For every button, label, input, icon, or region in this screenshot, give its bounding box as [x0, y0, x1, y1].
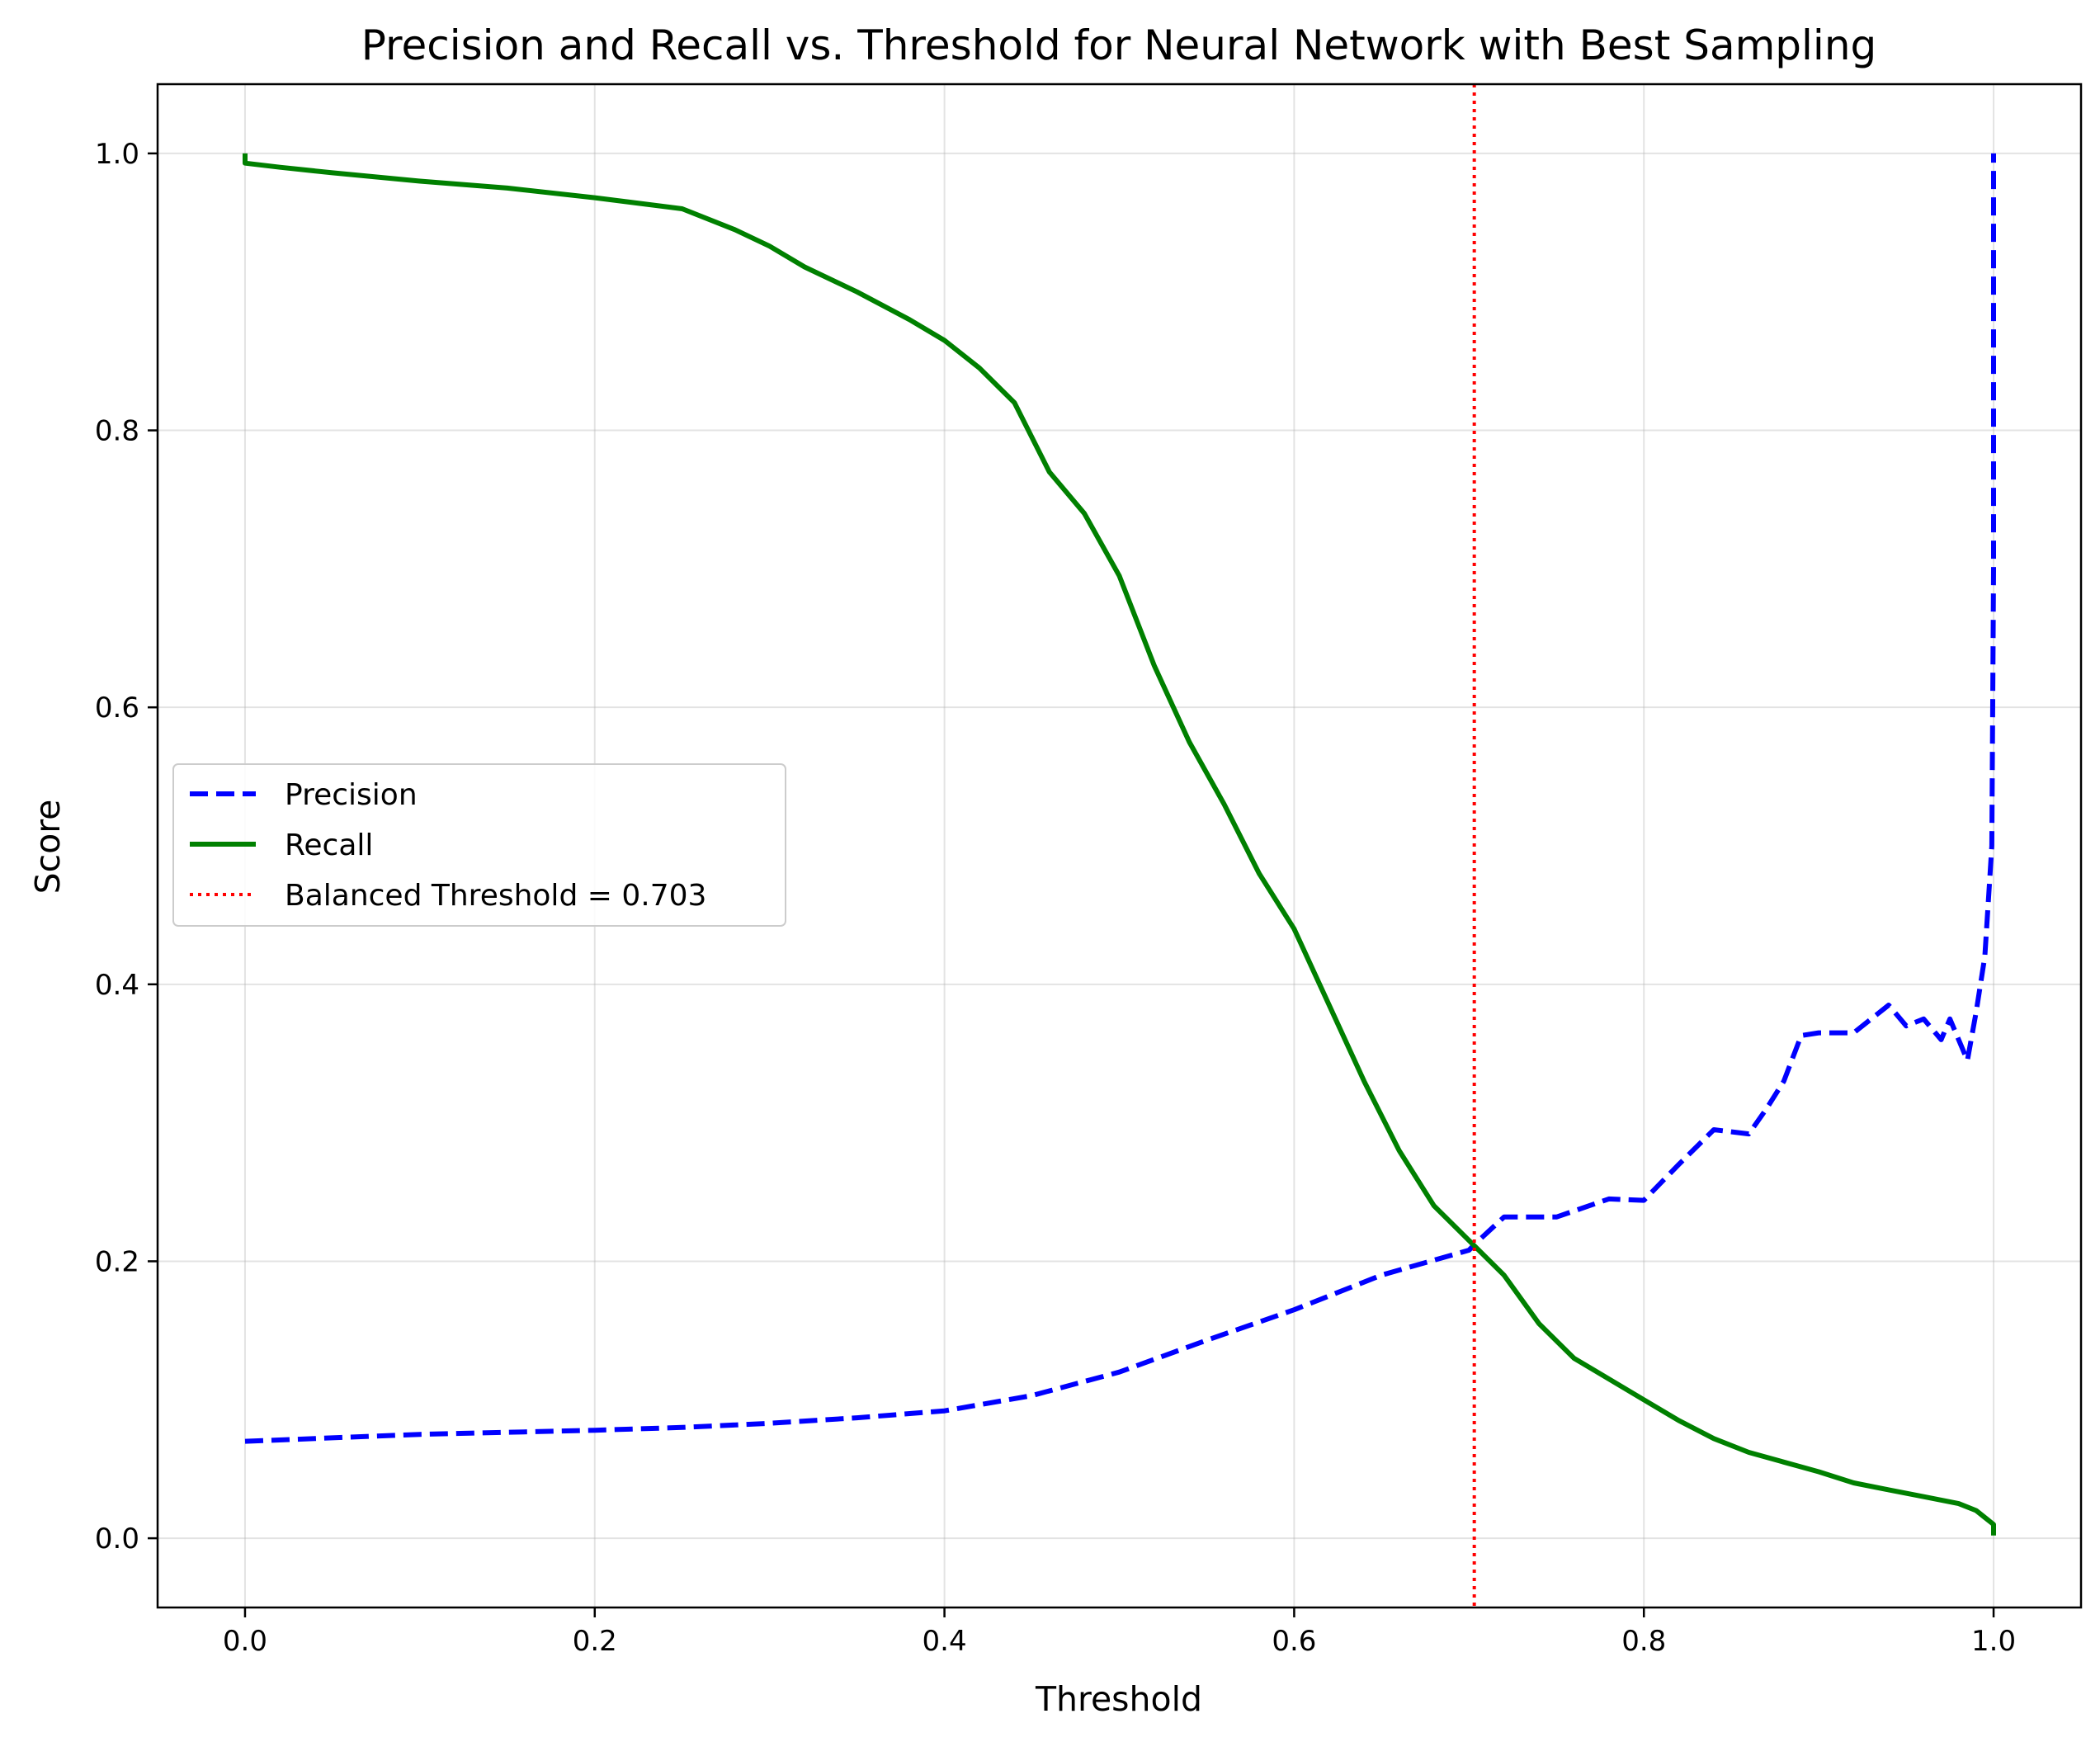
x-tick-label: 0.6 — [1272, 1625, 1316, 1658]
x-axis-ticks: 0.0 0.2 0.4 0.6 0.8 1.0 — [223, 1607, 2016, 1658]
x-tick-label: 0.0 — [223, 1625, 267, 1658]
y-tick-label: 0.4 — [95, 969, 139, 1002]
plot-frame — [156, 83, 2083, 1609]
x-axis-label: Threshold — [1035, 1679, 1202, 1719]
legend-box — [172, 763, 786, 927]
y-tick-label: 0.6 — [95, 692, 139, 725]
y-tick-label: 1.0 — [95, 138, 139, 171]
series-layer — [243, 84, 1996, 1607]
series-line-precision — [244, 153, 1996, 1444]
y-tick-label: 0.8 — [95, 415, 139, 448]
y-tick-label: 0.0 — [95, 1522, 139, 1556]
y-axis-ticks: 0.0 0.2 0.4 0.6 0.8 1.0 — [95, 138, 158, 1556]
x-tick-label: 0.2 — [573, 1625, 617, 1658]
legend: Precision Recall Balanced Threshold = 0.… — [172, 763, 786, 927]
x-tick-label: 0.4 — [923, 1625, 967, 1658]
legend-recall-label: Recall — [285, 829, 373, 862]
legend-precision-label: Precision — [285, 778, 418, 812]
legend-threshold-label: Balanced Threshold = 0.703 — [285, 879, 706, 913]
y-tick-label: 0.2 — [95, 1245, 139, 1278]
y-axis-label: Score — [28, 800, 68, 895]
chart-title: Precision and Recall vs. Threshold for N… — [361, 21, 1877, 69]
series-line-recall — [243, 153, 1996, 1536]
x-tick-label: 0.8 — [1621, 1625, 1666, 1658]
x-tick-label: 1.0 — [1971, 1625, 2016, 1658]
